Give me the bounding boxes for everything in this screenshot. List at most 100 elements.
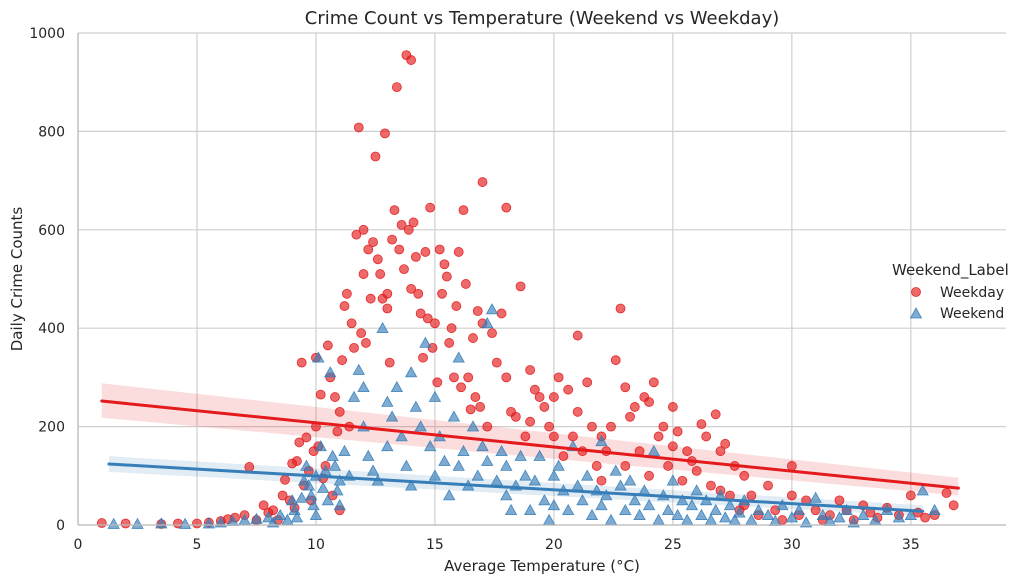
weekend-point — [623, 474, 637, 486]
weekend-point — [338, 444, 351, 457]
weekend-point — [305, 489, 318, 501]
x-tick-label: 20 — [545, 537, 563, 553]
weekday-point — [458, 205, 469, 216]
weekend-point — [595, 498, 608, 511]
weekday-point — [434, 244, 445, 255]
weekend-point — [785, 511, 799, 523]
weekday-point — [339, 301, 350, 311]
weekend-point — [312, 351, 325, 363]
weekday-point — [810, 505, 821, 516]
weekend-point — [347, 390, 361, 402]
weekday-point — [470, 392, 481, 402]
legend-item-weekday: Weekday — [911, 285, 1004, 301]
weekend-point — [471, 469, 484, 481]
weekend-point — [300, 459, 313, 471]
weekday-point — [337, 355, 348, 366]
weekday-point — [625, 411, 635, 422]
weekday-point — [548, 392, 559, 402]
weekday-point — [349, 342, 359, 353]
weekend-point — [428, 390, 442, 402]
weekday-point — [384, 357, 395, 368]
weekend-point — [723, 498, 737, 511]
weekend-point — [324, 366, 337, 378]
weekend-point — [302, 479, 315, 491]
weekday-point — [682, 446, 693, 457]
weekday-point — [420, 247, 431, 257]
weekend-point — [676, 494, 689, 506]
weekday-point — [696, 419, 707, 430]
weekday-point — [610, 355, 621, 366]
weekend-point — [316, 481, 330, 493]
weekday-point — [361, 338, 371, 348]
weekday-point — [380, 128, 390, 139]
regression-lines — [100, 399, 960, 513]
weekday-point — [399, 264, 409, 275]
weekday-point — [606, 421, 616, 432]
weekend-point — [833, 511, 846, 523]
x-tick-label: 30 — [783, 537, 801, 553]
weekday-point — [534, 392, 545, 402]
weekend-point — [131, 517, 144, 529]
weekend-point — [547, 469, 561, 481]
weekend-point — [604, 513, 618, 525]
weekday-point — [465, 404, 476, 415]
weekend-point — [404, 479, 418, 491]
weekend-point — [904, 508, 918, 520]
weekday-point — [544, 421, 555, 432]
weekend-point — [331, 484, 344, 496]
weekend-point — [542, 513, 556, 525]
weekday-point — [715, 446, 726, 457]
weekday-point — [415, 308, 426, 319]
weekday-point — [563, 384, 574, 395]
grid — [77, 32, 1006, 526]
weekday-point — [667, 441, 678, 452]
weekday-point — [356, 328, 367, 339]
weekday-point — [332, 426, 343, 437]
weekday-point — [192, 518, 202, 529]
weekday-point — [591, 461, 602, 471]
weekday-point — [472, 306, 483, 316]
weekend-point — [685, 498, 699, 511]
weekend-point — [595, 435, 608, 447]
weekend-point — [928, 503, 941, 516]
weekday-point — [120, 518, 131, 529]
weekday-point — [430, 318, 440, 329]
weekday-point — [941, 488, 952, 498]
weekend-point — [628, 494, 641, 506]
y-tick-label: 200 — [38, 420, 65, 436]
weekend-point — [642, 498, 656, 511]
weekday-point — [763, 480, 773, 491]
weekend-point — [719, 511, 732, 523]
weekday-point — [418, 352, 428, 363]
weekday-point — [441, 271, 452, 282]
weekday-point — [391, 82, 402, 93]
weekday-point — [403, 224, 414, 235]
weekday-point — [672, 426, 683, 437]
weekend-point — [485, 303, 499, 315]
weekday-point — [582, 377, 593, 388]
weekend-point — [792, 503, 806, 516]
x-tick-label: 25 — [664, 537, 682, 553]
weekday-point — [351, 229, 362, 240]
weekend-point — [419, 336, 432, 348]
weekend-point — [262, 511, 275, 523]
weekday-point — [277, 490, 288, 501]
weekend-point — [776, 498, 789, 511]
weekend-point — [647, 444, 661, 457]
y-tick-label: 800 — [38, 124, 65, 140]
legend-title: Weekend_Label — [892, 261, 1009, 280]
weekend-point — [840, 503, 853, 516]
weekend-point — [321, 494, 335, 506]
weekend-point — [295, 491, 308, 503]
weekday-point — [487, 328, 497, 339]
weekend-point — [619, 503, 632, 516]
weekday-point — [620, 461, 631, 471]
confidence-bands — [101, 383, 959, 517]
weekday-point — [620, 382, 631, 393]
weekday-point — [375, 269, 386, 279]
weekend-point — [333, 498, 346, 511]
weekend-point — [809, 491, 822, 503]
legend-weekend-label: Weekend — [940, 306, 1004, 322]
weekend-point — [381, 439, 394, 452]
weekday-point — [691, 465, 702, 476]
